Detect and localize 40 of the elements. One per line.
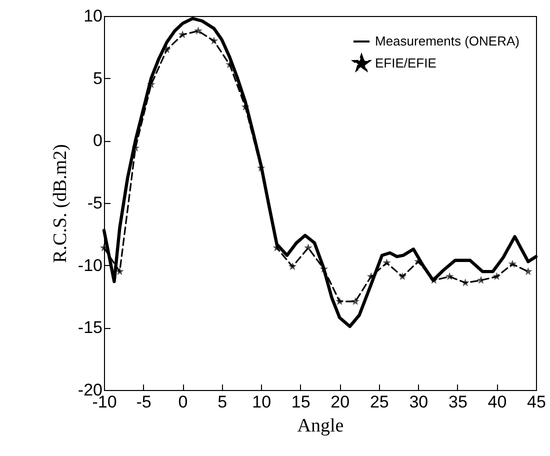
point [476,276,486,284]
point [445,272,454,280]
x-tick-label: 10 [252,392,272,412]
point [461,278,470,286]
point [194,26,202,34]
point [178,30,187,38]
point [304,244,312,252]
point [320,264,328,273]
y-tick-label: 5 [93,68,102,88]
x-tick-label: 40 [488,392,507,412]
x-tick-label: 0 [178,392,188,412]
point [508,260,517,268]
y-tick-label: 0 [93,131,102,150]
point [226,60,234,68]
point [430,276,438,284]
x-axis-title: Angle [297,416,344,436]
x-tick-label: 35 [448,392,468,412]
legend-label: Measurements (ONERA) [375,34,520,48]
y-tick-label: 10 [84,6,102,26]
point [492,272,501,280]
x-tick-label: 5 [218,392,228,412]
point [210,36,218,44]
point [524,267,532,276]
y-tick-label: -10 [78,256,102,275]
y-tick-label: -5 [87,194,102,212]
y-axis-title: R.C.S. (dB.m2) [50,144,71,263]
point [336,297,344,305]
x-tick-label: 25 [370,392,389,412]
point [398,272,407,280]
point [288,262,297,270]
point [351,297,360,305]
legend-label: EFIE/EFIE [375,56,437,70]
x-tick-label: 30 [409,392,428,412]
x-tick-label: 45 [527,392,546,412]
point [116,267,124,276]
point [382,258,391,266]
y-tick-label: -15 [78,318,102,338]
x-tick-label: 20 [330,392,350,412]
x-tick-label: 15 [291,392,310,412]
x-tick-label: -5 [136,392,152,412]
